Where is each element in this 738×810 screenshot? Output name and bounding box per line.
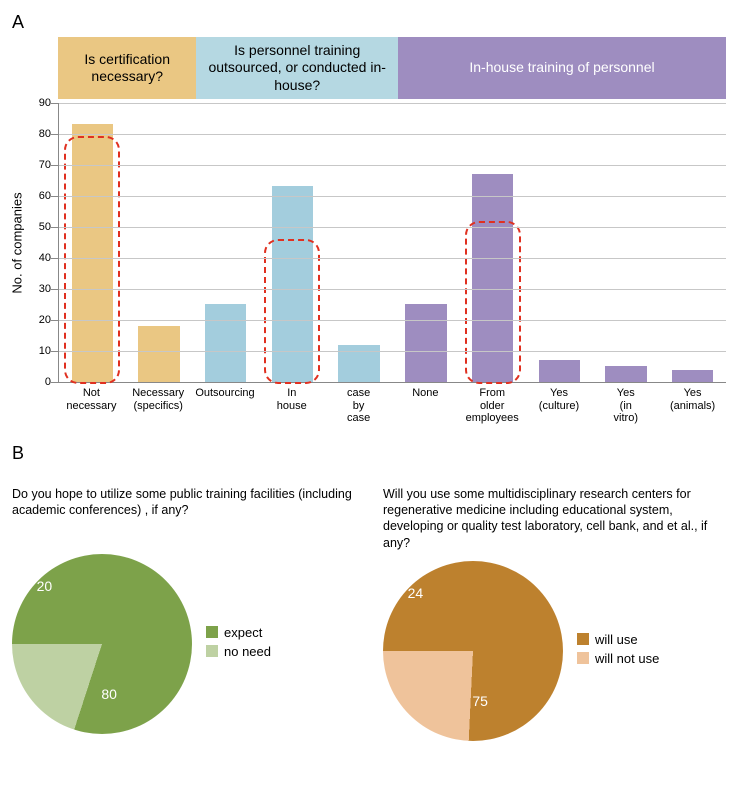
x-tick-label: Yes(invitro) xyxy=(592,383,659,425)
gridline xyxy=(59,258,726,259)
pie-question: Do you hope to utilize some public train… xyxy=(12,486,355,544)
x-tick-label: Yes(animals) xyxy=(659,383,726,425)
bar-slot xyxy=(593,366,660,382)
pie-value-label: 24 xyxy=(408,585,424,601)
bar-slot xyxy=(59,124,126,382)
bar xyxy=(138,326,179,382)
pie-block: Do you hope to utilize some public train… xyxy=(12,486,355,741)
bar-slot xyxy=(393,304,460,382)
legend-swatch xyxy=(206,626,218,638)
x-tick-labels: NotnecessaryNecessary(specifics)Outsourc… xyxy=(58,383,726,425)
bar-slot xyxy=(126,326,193,382)
y-tick-label: 60 xyxy=(29,190,51,202)
bar xyxy=(72,124,113,382)
y-tick xyxy=(51,134,58,135)
x-tick-label: Necessary(specifics) xyxy=(125,383,192,425)
pie-value-label: 75 xyxy=(472,693,488,709)
bar xyxy=(672,370,713,382)
bar xyxy=(405,304,446,382)
bar-slot xyxy=(526,360,593,382)
legend-item: no need xyxy=(206,644,271,659)
x-tick-label: Outsourcing xyxy=(192,383,259,425)
gridline xyxy=(59,320,726,321)
y-tick-label: 80 xyxy=(29,128,51,140)
y-tick xyxy=(51,289,58,290)
legend-swatch xyxy=(206,645,218,657)
y-tick xyxy=(51,320,58,321)
bar-chart: No. of companies 0102030405060708090 xyxy=(58,103,726,383)
gridline xyxy=(59,165,726,166)
gridline xyxy=(59,289,726,290)
legend-swatch xyxy=(577,652,589,664)
bar-slot xyxy=(259,186,326,382)
gridline xyxy=(59,227,726,228)
gridline xyxy=(59,134,726,135)
legend-swatch xyxy=(577,633,589,645)
panel-b-label: B xyxy=(12,443,726,464)
x-tick-label: casebycase xyxy=(325,383,392,425)
panel-a-header-row: Is certification necessary?Is personnel … xyxy=(58,37,726,99)
x-tick-label: Notnecessary xyxy=(58,383,125,425)
legend-label: will not use xyxy=(595,651,659,666)
y-tick-label: 20 xyxy=(29,314,51,326)
bar-slot xyxy=(192,304,259,382)
header-group: Is personnel training outsourced, or con… xyxy=(196,37,398,99)
header-group: Is certification necessary? xyxy=(58,37,196,99)
gridline xyxy=(59,351,726,352)
gridline xyxy=(59,196,726,197)
legend-item: will not use xyxy=(577,651,659,666)
pie-block: Will you use some multidisciplinary rese… xyxy=(383,486,726,741)
pie-chart: 80 20 xyxy=(12,554,192,734)
header-group: In-house training of personnel xyxy=(398,37,726,99)
legend-item: expect xyxy=(206,625,271,640)
y-tick xyxy=(51,103,58,104)
y-tick-label: 10 xyxy=(29,345,51,357)
bar xyxy=(539,360,580,382)
x-tick-label: Yes(culture) xyxy=(526,383,593,425)
y-tick-label: 30 xyxy=(29,283,51,295)
y-tick-label: 50 xyxy=(29,221,51,233)
legend-label: expect xyxy=(224,625,262,640)
bar-container xyxy=(59,103,726,382)
pie-value-label: 20 xyxy=(37,578,53,594)
y-tick xyxy=(51,351,58,352)
pie-row: 80 20 expect no need xyxy=(12,554,355,734)
y-axis-label: No. of companies xyxy=(10,192,25,293)
legend-label: will use xyxy=(595,632,638,647)
bar xyxy=(205,304,246,382)
legend-label: no need xyxy=(224,644,271,659)
y-tick xyxy=(51,258,58,259)
legend-item: will use xyxy=(577,632,659,647)
y-tick-label: 70 xyxy=(29,159,51,171)
bar xyxy=(605,366,646,382)
panel-b: Do you hope to utilize some public train… xyxy=(12,486,726,741)
panel-a-label: A xyxy=(12,12,726,33)
pie-legend: will use will not use xyxy=(577,632,659,670)
x-tick-label: Inhouse xyxy=(258,383,325,425)
y-tick xyxy=(51,382,58,383)
y-tick-label: 90 xyxy=(29,97,51,109)
x-tick-label: Fromolderemployees xyxy=(459,383,526,425)
gridline xyxy=(59,103,726,104)
y-tick-label: 0 xyxy=(29,376,51,388)
y-tick xyxy=(51,196,58,197)
y-tick-label: 40 xyxy=(29,252,51,264)
bar-slot xyxy=(659,370,726,382)
y-tick xyxy=(51,227,58,228)
bar xyxy=(272,186,313,382)
pie-row: 75 24 will use will not use xyxy=(383,561,726,741)
pie-chart: 75 24 xyxy=(383,561,563,741)
y-tick xyxy=(51,165,58,166)
x-tick-label: None xyxy=(392,383,459,425)
pie-value-label: 80 xyxy=(101,686,117,702)
pie-question: Will you use some multidisciplinary rese… xyxy=(383,486,726,551)
pie-legend: expect no need xyxy=(206,625,271,663)
